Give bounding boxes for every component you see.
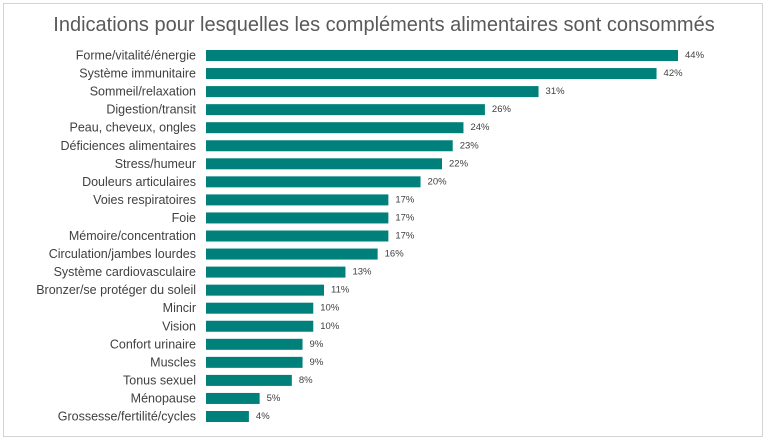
bar: [206, 284, 324, 296]
bar: [206, 266, 346, 278]
chart-title: Indications pour lesquelles les compléme…: [53, 14, 715, 36]
data-label: 13%: [352, 267, 372, 278]
category-label: Sommeil/relaxation: [90, 85, 196, 99]
category-label: Vision: [162, 319, 196, 333]
bar: [206, 392, 260, 404]
data-label: 17%: [395, 231, 415, 242]
data-label: 44%: [685, 50, 705, 61]
bar: [206, 338, 303, 350]
bar: [206, 230, 389, 242]
bar: [206, 194, 389, 206]
category-label: Mincir: [163, 301, 196, 315]
bar: [206, 320, 314, 332]
bar: [206, 122, 464, 134]
bar: [206, 86, 539, 98]
bar: [206, 411, 249, 422]
data-label: 11%: [331, 285, 350, 296]
category-label: Bronzer/se protéger du soleil: [36, 283, 196, 297]
bar: [206, 302, 314, 314]
data-label: 20%: [428, 176, 448, 187]
bar: [206, 158, 442, 170]
data-label: 42%: [664, 68, 684, 79]
bar: [206, 356, 303, 368]
category-label: Déficiences alimentaires: [61, 139, 196, 153]
data-label: 9%: [310, 339, 324, 350]
data-label: 5%: [267, 393, 281, 404]
data-label: 4%: [256, 411, 270, 422]
data-label: 23%: [460, 140, 480, 151]
category-label: Forme/vitalité/énergie: [76, 49, 196, 63]
category-label: Système immunitaire: [79, 67, 196, 81]
category-label: Douleurs articulaires: [82, 175, 196, 189]
bar: [206, 104, 485, 116]
category-label: Circulation/jambes lourdes: [49, 247, 196, 261]
data-label: 17%: [395, 212, 415, 223]
category-label: Confort urinaire: [110, 337, 196, 351]
bar: [206, 50, 678, 61]
category-label: Stress/humeur: [115, 157, 196, 171]
category-label: Ménopause: [131, 391, 196, 405]
bar: [206, 68, 657, 80]
category-label: Tonus sexuel: [123, 373, 196, 387]
data-label: 26%: [492, 104, 512, 115]
data-label: 10%: [320, 321, 340, 332]
category-label: Voies respiratoires: [93, 193, 196, 207]
category-label: Mémoire/concentration: [69, 229, 196, 243]
data-label: 8%: [299, 375, 313, 386]
bar: [206, 212, 389, 224]
category-label: Digestion/transit: [106, 103, 196, 117]
category-label: Système cardiovasculaire: [54, 265, 196, 279]
category-label: Muscles: [150, 355, 196, 369]
data-label: 22%: [449, 158, 469, 169]
data-label: 24%: [470, 122, 490, 133]
bar: [206, 248, 378, 260]
bar: [206, 176, 421, 188]
data-label: 17%: [395, 194, 415, 205]
data-label: 10%: [320, 303, 340, 314]
data-label: 31%: [546, 86, 566, 97]
category-label: Grossesse/fertilité/cycles: [58, 410, 196, 424]
bar: [206, 140, 453, 152]
data-label: 9%: [310, 357, 324, 368]
bar: [206, 374, 292, 386]
category-label: Foie: [172, 211, 196, 225]
category-label: Peau, cheveux, ongles: [70, 121, 196, 135]
data-label: 16%: [385, 249, 405, 260]
